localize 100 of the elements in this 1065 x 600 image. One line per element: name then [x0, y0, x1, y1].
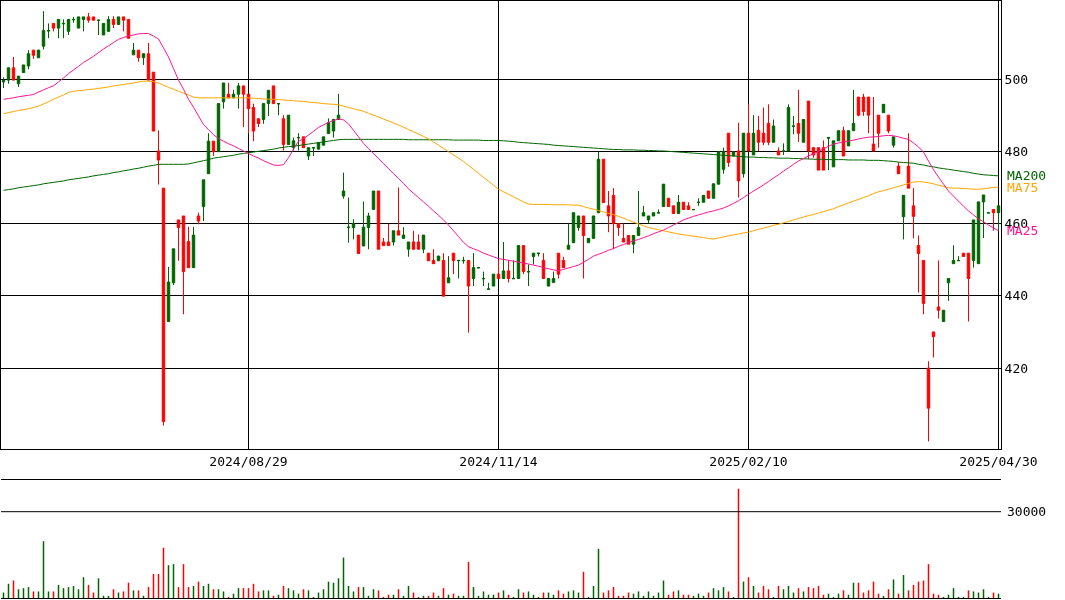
candlestick — [951, 244, 956, 265]
x-tick-label: 2025/02/10 — [709, 453, 788, 469]
candlestick — [956, 255, 961, 262]
candlestick — [906, 132, 911, 189]
candlestick — [901, 194, 906, 240]
candlestick — [351, 218, 356, 240]
x-tick-label: 2025/04/30 — [959, 453, 1038, 469]
candlestick — [141, 53, 146, 66]
candlestick — [916, 234, 921, 294]
candlestick — [796, 89, 801, 143]
candlestick — [706, 190, 711, 199]
candlestick — [186, 226, 191, 269]
candlestick — [551, 271, 556, 283]
candlestick — [341, 172, 346, 200]
candlestick — [891, 136, 896, 149]
candlestick — [446, 255, 451, 284]
candlestick — [61, 18, 66, 39]
candlestick — [381, 237, 386, 247]
candlestick — [281, 114, 286, 152]
candlestick — [116, 16, 121, 25]
candlestick — [981, 194, 986, 239]
text: 30000 — [1007, 504, 1047, 519]
candlestick — [656, 208, 661, 214]
candlestick — [606, 190, 611, 233]
candlestick — [416, 233, 421, 250]
candlestick — [936, 259, 941, 320]
candlestick — [931, 331, 936, 359]
candlestick — [776, 146, 781, 156]
candlestick — [866, 96, 871, 134]
y-tick-label: 420 — [1004, 360, 1029, 376]
candlestick — [451, 252, 456, 275]
candlestick — [111, 15, 116, 29]
candlestick — [856, 96, 861, 117]
candlestick — [561, 256, 566, 269]
candlestick — [876, 114, 881, 149]
candlestick — [256, 118, 261, 128]
candlestick — [576, 215, 581, 232]
candlestick — [771, 119, 776, 143]
candlestick — [761, 107, 766, 146]
candlestick — [756, 115, 761, 152]
candlestick — [511, 259, 516, 280]
candlestick — [51, 22, 56, 32]
candlestick — [421, 234, 426, 254]
candlestick — [201, 179, 206, 222]
candlestick — [1, 76, 6, 89]
candlestick — [696, 197, 701, 207]
candlestick — [226, 82, 231, 99]
candlestick — [471, 252, 476, 287]
line-series — [3, 33, 999, 272]
candlestick — [306, 147, 311, 161]
candlestick — [896, 161, 901, 175]
candlestick — [91, 16, 96, 21]
candlestick — [406, 241, 411, 258]
x-tick-label: 2024/08/29 — [209, 453, 288, 469]
candlestick — [236, 82, 241, 110]
candlestick — [971, 219, 976, 269]
candlestick — [641, 205, 646, 217]
candlestick — [276, 103, 281, 116]
candlestick — [526, 263, 531, 287]
candlestick — [506, 259, 511, 283]
candlestick — [911, 187, 916, 239]
candlestick — [651, 212, 656, 217]
candlestick — [21, 64, 26, 74]
candlestick — [566, 223, 571, 250]
candlestick — [261, 103, 266, 125]
candlestick — [391, 230, 396, 247]
candlestick — [401, 226, 406, 239]
y-tick-label: 440 — [1004, 288, 1029, 304]
candlestick — [26, 49, 31, 70]
candlestick — [66, 18, 71, 36]
candlestick — [411, 230, 416, 250]
candlestick — [121, 16, 126, 32]
candlestick — [496, 259, 501, 279]
candlestick — [246, 93, 251, 135]
candlestick — [176, 219, 181, 262]
candlestick — [921, 259, 926, 315]
candlestick — [946, 277, 951, 302]
candlestick — [686, 201, 691, 210]
candlestick — [266, 89, 271, 117]
candlestick — [181, 215, 186, 315]
candlestick — [431, 248, 436, 265]
candlestick — [56, 18, 61, 39]
candlestick — [11, 56, 16, 81]
candlestick — [106, 15, 111, 32]
candlestick — [191, 226, 196, 269]
candlestick — [456, 259, 461, 279]
candlestick — [361, 201, 366, 247]
candlestick — [791, 115, 796, 135]
candlestick — [676, 194, 681, 214]
x-tick-label: 2024/11/14 — [459, 453, 538, 469]
candlestick — [546, 277, 551, 287]
candlestick — [621, 223, 626, 243]
candlestick — [131, 42, 136, 56]
candlestick — [611, 187, 616, 250]
series-label: MA75 — [1007, 180, 1039, 195]
candlestick — [991, 208, 996, 232]
candlestick — [441, 252, 446, 297]
candlestick — [346, 197, 351, 244]
candlestick — [781, 142, 786, 156]
candlestick — [396, 186, 401, 236]
